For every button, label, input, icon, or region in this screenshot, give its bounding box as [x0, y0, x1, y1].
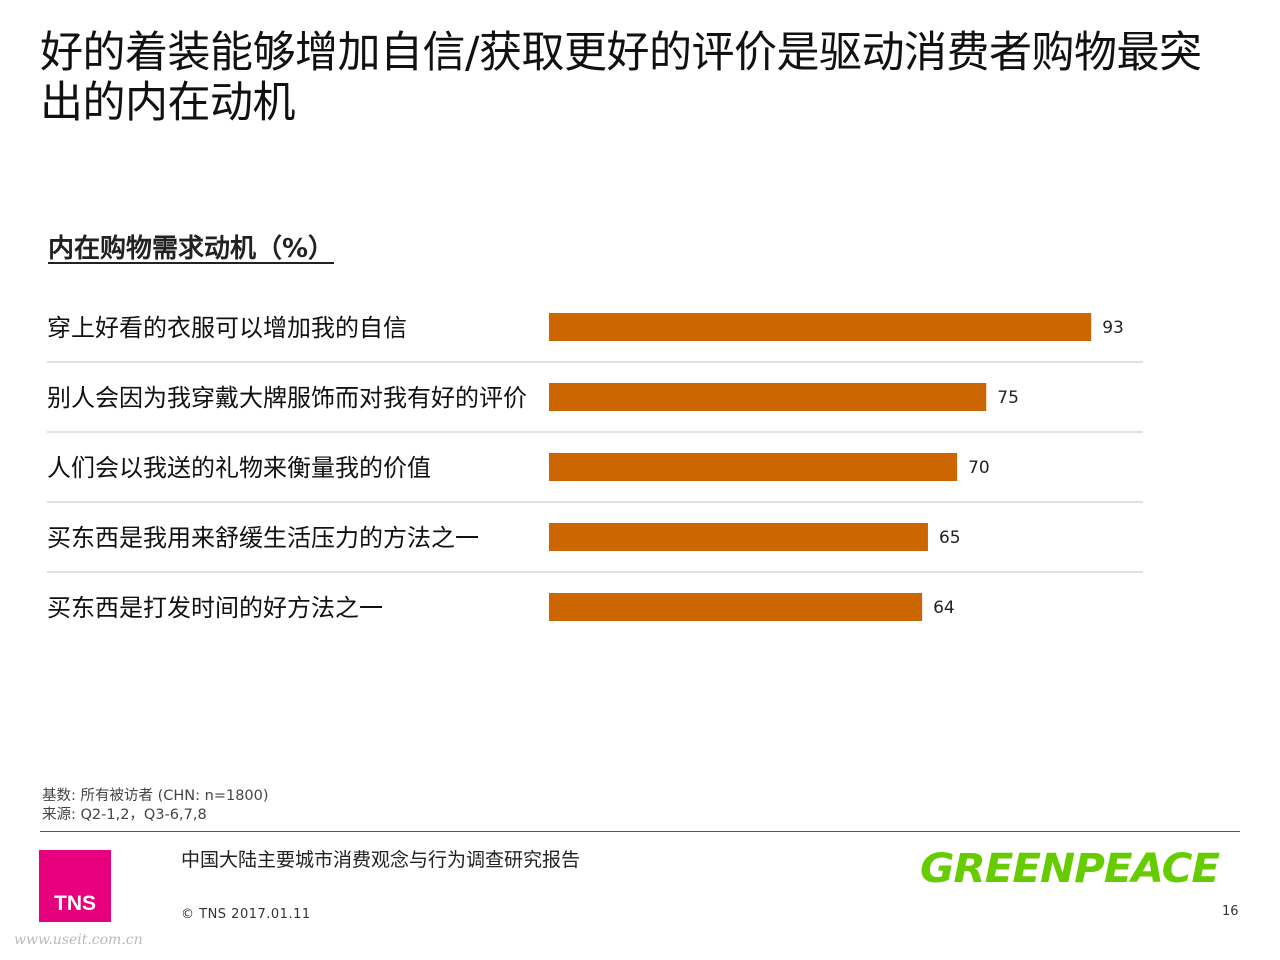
source-note: 来源: Q2-1,2，Q3-6,7,8 [42, 807, 207, 823]
bar [549, 383, 987, 411]
category-label: 别人会因为我穿戴大牌服饰而对我有好的评价 [47, 384, 527, 412]
category-label: 买东西是我用来舒缓生活压力的方法之一 [47, 524, 479, 552]
copyright: © TNS 2017.01.11 [181, 907, 311, 922]
footer-divider [40, 831, 1240, 832]
data-label: 75 [997, 388, 1019, 408]
data-label: 65 [939, 528, 961, 548]
watermark: www.useit.com.cn [14, 932, 143, 948]
footer-notes: 基数: 所有被访者 (CHN: n=1800) 来源: Q2-1,2，Q3-6,… [42, 787, 269, 825]
tns-logo: TNS [39, 850, 111, 922]
base-note: 基数: 所有被访者 (CHN: n=1800) [42, 788, 269, 804]
bar [549, 313, 1092, 341]
category-label: 买东西是打发时间的好方法之一 [47, 594, 383, 622]
data-label: 93 [1102, 318, 1124, 338]
data-label: 64 [933, 598, 955, 618]
bar [549, 593, 923, 621]
data-label: 70 [968, 458, 990, 478]
chart-title: 内在购物需求动机（%） [48, 234, 335, 264]
page-number: 16 [1222, 904, 1239, 919]
bar [549, 523, 928, 551]
report-name: 中国大陆主要城市消费观念与行为调查研究报告 [181, 849, 581, 871]
bar [549, 453, 958, 481]
page-title: 好的着装能够增加自信/获取更好的评价是驱动消费者购物最突出的内在动机 [40, 28, 1202, 128]
greenpeace-logo: GREENPEACE [920, 846, 1220, 892]
category-label: 穿上好看的衣服可以增加我的自信 [47, 314, 407, 342]
category-label: 人们会以我送的礼物来衡量我的价值 [47, 454, 431, 482]
